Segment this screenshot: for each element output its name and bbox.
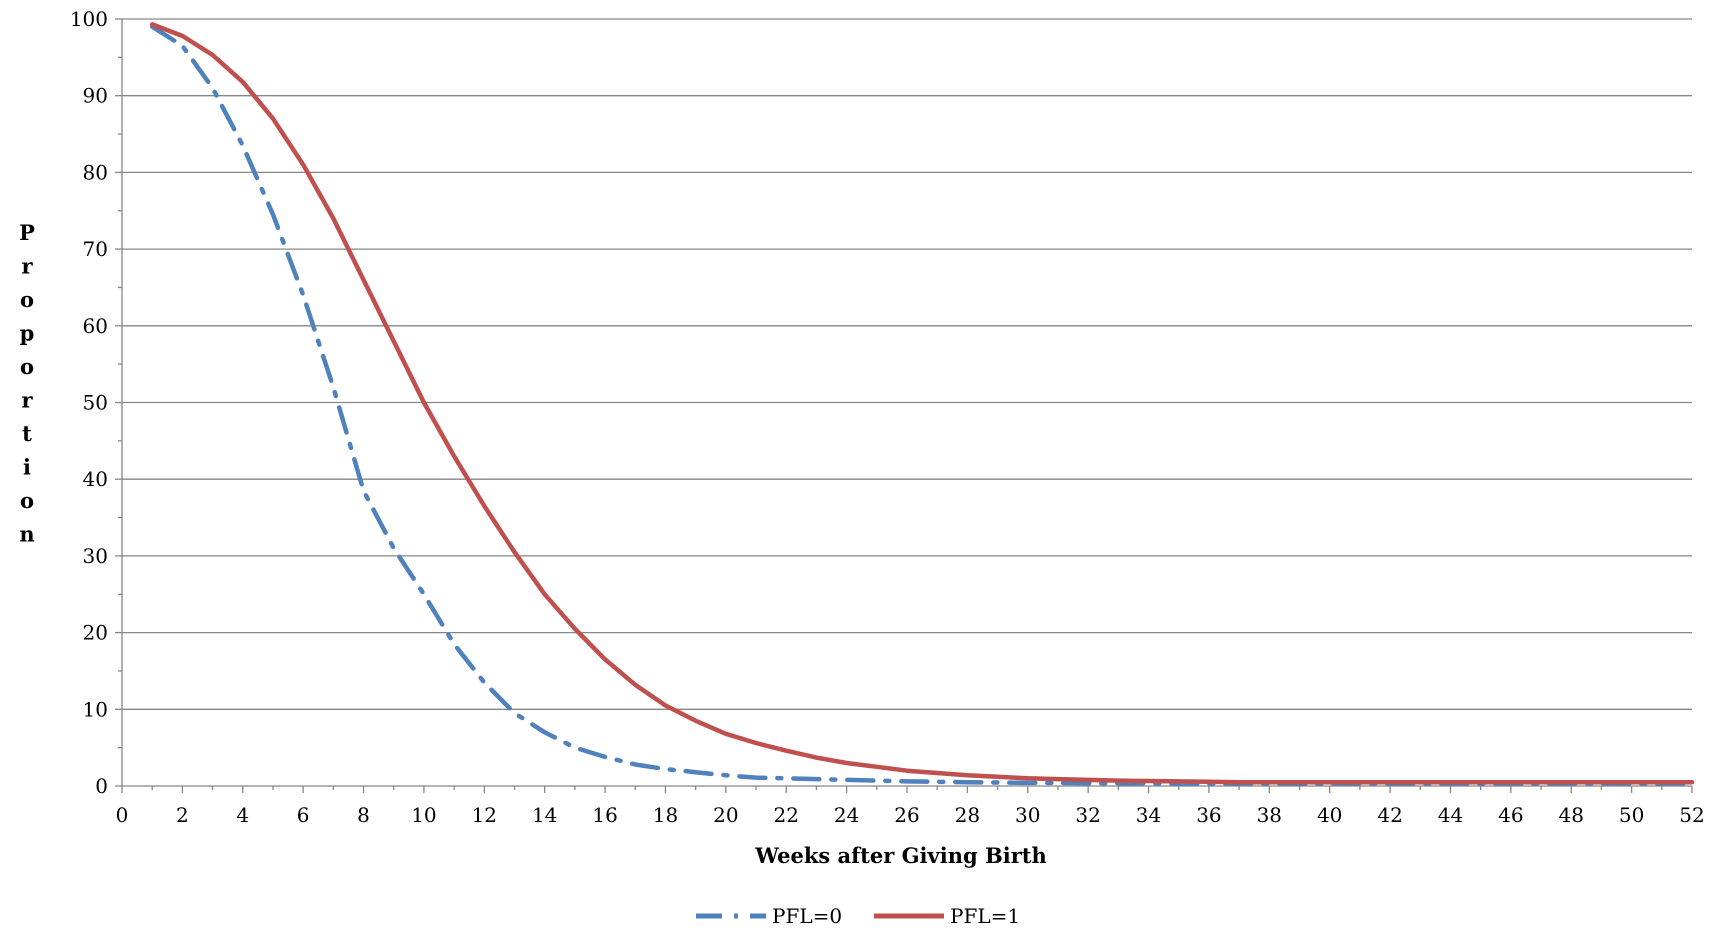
x-tick-label: 32: [1075, 803, 1100, 827]
legend: PFL=0 PFL=1: [696, 904, 1020, 928]
x-tick-label: 0: [116, 803, 129, 827]
y-tick-label: 80: [83, 160, 108, 184]
y-axis-title-char: r: [21, 254, 33, 279]
x-tick-label: 6: [297, 803, 310, 827]
x-tick-label: 24: [834, 803, 859, 827]
y-tick-label: 40: [83, 467, 108, 491]
y-tick-label: 70: [83, 237, 108, 261]
series-line-pfl-0: [149, 24, 1695, 786]
gridlines: [122, 18, 1692, 710]
legend-label: PFL=1: [950, 904, 1020, 928]
x-tick-label: 44: [1438, 803, 1463, 827]
x-tick-label: 18: [653, 803, 678, 827]
y-axis-title-char: t: [22, 421, 32, 446]
y-axis-title-char: o: [20, 488, 34, 513]
y-tick-label: 100: [70, 7, 108, 31]
x-tick-label: 2: [176, 803, 189, 827]
x-tick-label: 38: [1257, 803, 1282, 827]
x-tick-label: 40: [1317, 803, 1342, 827]
y-tick-label: 90: [83, 84, 108, 108]
y-tick-label: 10: [83, 697, 108, 721]
x-tick-label: 48: [1559, 803, 1584, 827]
y-axis-title-char: i: [23, 455, 31, 480]
axes: [115, 18, 1693, 793]
x-tick-label: 42: [1377, 803, 1402, 827]
y-tick-label: 60: [83, 314, 108, 338]
x-tick-label: 12: [472, 803, 497, 827]
x-tick-label: 36: [1196, 803, 1221, 827]
x-tick-label: 16: [592, 803, 617, 827]
y-tick-label: 30: [83, 544, 108, 568]
x-tick-label: 52: [1679, 803, 1704, 827]
x-tick-label: 4: [236, 803, 249, 827]
x-tick-label: 28: [955, 803, 980, 827]
series-lines: [149, 22, 1695, 786]
x-tick-label: 22: [774, 803, 799, 827]
x-tick-label: 30: [1015, 803, 1040, 827]
x-tick-label: 34: [1136, 803, 1161, 827]
x-tick-label: 46: [1498, 803, 1523, 827]
x-tick-label: 26: [894, 803, 919, 827]
x-tick-label: 20: [713, 803, 738, 827]
x-axis-title: Weeks after Giving Birth: [754, 843, 1046, 868]
y-axis-title-char: o: [20, 287, 34, 312]
x-tick-label: 8: [357, 803, 370, 827]
y-axis-title-char: P: [19, 220, 35, 245]
y-tick-label: 0: [95, 774, 108, 798]
x-tick-label: 14: [532, 803, 557, 827]
x-tick-label: 50: [1619, 803, 1644, 827]
y-tick-label: 50: [83, 391, 108, 415]
x-tick-label: 10: [411, 803, 436, 827]
y-axis-title-char: p: [20, 321, 35, 346]
legend-label: PFL=0: [772, 904, 842, 928]
y-tick-label: 20: [83, 621, 108, 645]
y-axis-title-char: r: [21, 388, 33, 413]
y-axis-title-char: o: [20, 354, 34, 379]
y-axis-title-char: n: [19, 522, 34, 547]
series-line-pfl-1: [149, 22, 1695, 785]
